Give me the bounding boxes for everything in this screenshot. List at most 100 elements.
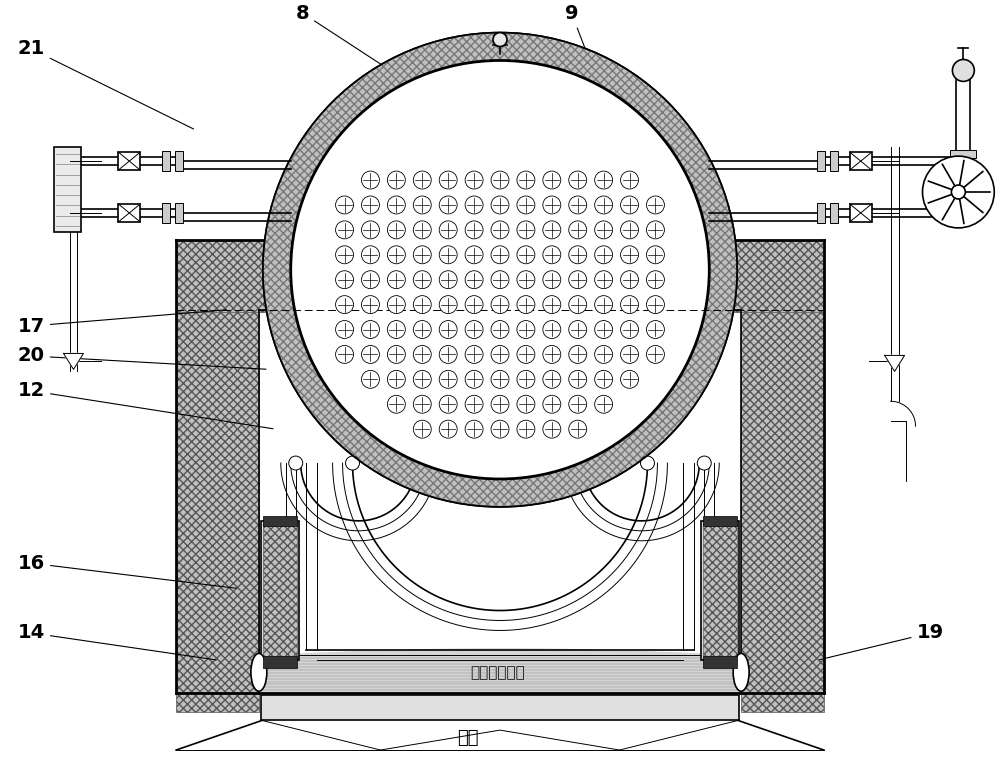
Circle shape bbox=[465, 395, 483, 413]
Circle shape bbox=[413, 345, 431, 364]
Bar bbox=[669, 240, 824, 312]
Circle shape bbox=[336, 221, 354, 239]
Circle shape bbox=[491, 171, 509, 189]
Circle shape bbox=[491, 370, 509, 389]
Circle shape bbox=[439, 320, 457, 339]
Circle shape bbox=[491, 221, 509, 239]
Circle shape bbox=[465, 370, 483, 389]
Text: 19: 19 bbox=[820, 623, 944, 660]
Circle shape bbox=[646, 345, 664, 364]
Circle shape bbox=[465, 345, 483, 364]
Circle shape bbox=[621, 196, 639, 214]
Circle shape bbox=[517, 320, 535, 339]
Text: 14: 14 bbox=[18, 623, 216, 660]
Circle shape bbox=[543, 420, 561, 438]
Circle shape bbox=[387, 395, 405, 413]
Bar bbox=[176, 240, 331, 312]
Text: 16: 16 bbox=[18, 553, 236, 588]
Bar bbox=[850, 204, 872, 222]
Circle shape bbox=[361, 171, 379, 189]
Circle shape bbox=[439, 420, 457, 438]
Circle shape bbox=[517, 196, 535, 214]
Circle shape bbox=[569, 271, 587, 288]
Bar bbox=[950, 150, 976, 158]
Bar bbox=[261, 521, 299, 660]
Circle shape bbox=[517, 420, 535, 438]
Circle shape bbox=[621, 271, 639, 288]
Circle shape bbox=[595, 296, 613, 313]
Bar bbox=[176, 310, 259, 693]
Bar bbox=[176, 692, 259, 712]
Ellipse shape bbox=[733, 653, 749, 691]
Circle shape bbox=[413, 221, 431, 239]
Circle shape bbox=[569, 196, 587, 214]
Circle shape bbox=[543, 345, 561, 364]
Circle shape bbox=[697, 456, 711, 470]
Circle shape bbox=[361, 271, 379, 288]
Circle shape bbox=[413, 296, 431, 313]
Circle shape bbox=[517, 171, 535, 189]
Circle shape bbox=[361, 320, 379, 339]
Circle shape bbox=[413, 320, 431, 339]
Circle shape bbox=[517, 271, 535, 288]
Text: 12: 12 bbox=[18, 381, 273, 429]
Circle shape bbox=[413, 370, 431, 389]
Circle shape bbox=[646, 320, 664, 339]
Circle shape bbox=[336, 271, 354, 288]
Bar bbox=[703, 516, 737, 526]
Circle shape bbox=[491, 420, 509, 438]
Circle shape bbox=[621, 296, 639, 313]
Circle shape bbox=[491, 395, 509, 413]
Circle shape bbox=[465, 196, 483, 214]
Circle shape bbox=[413, 420, 431, 438]
Circle shape bbox=[641, 456, 654, 470]
Circle shape bbox=[465, 221, 483, 239]
Circle shape bbox=[413, 196, 431, 214]
Circle shape bbox=[439, 221, 457, 239]
Circle shape bbox=[646, 271, 664, 288]
Circle shape bbox=[543, 320, 561, 339]
Circle shape bbox=[569, 345, 587, 364]
Circle shape bbox=[291, 61, 709, 479]
Circle shape bbox=[387, 296, 405, 313]
Circle shape bbox=[361, 296, 379, 313]
Circle shape bbox=[336, 296, 354, 313]
Bar bbox=[263, 523, 297, 658]
Bar bbox=[175, 151, 183, 171]
Circle shape bbox=[387, 171, 405, 189]
Circle shape bbox=[569, 296, 587, 313]
Circle shape bbox=[493, 33, 507, 46]
Bar bbox=[741, 310, 824, 693]
Circle shape bbox=[569, 420, 587, 438]
Circle shape bbox=[923, 156, 994, 228]
Circle shape bbox=[595, 320, 613, 339]
Circle shape bbox=[595, 171, 613, 189]
Circle shape bbox=[491, 320, 509, 339]
Circle shape bbox=[361, 370, 379, 389]
Bar bbox=[175, 203, 183, 223]
Circle shape bbox=[621, 370, 639, 389]
Circle shape bbox=[646, 221, 664, 239]
Circle shape bbox=[569, 246, 587, 264]
Circle shape bbox=[952, 59, 974, 81]
Circle shape bbox=[517, 395, 535, 413]
Circle shape bbox=[387, 221, 405, 239]
Polygon shape bbox=[885, 355, 905, 371]
Bar bbox=[118, 204, 140, 222]
Circle shape bbox=[517, 246, 535, 264]
Circle shape bbox=[595, 271, 613, 288]
Bar bbox=[703, 657, 737, 669]
Circle shape bbox=[646, 196, 664, 214]
Bar bbox=[830, 151, 838, 171]
Circle shape bbox=[543, 171, 561, 189]
Circle shape bbox=[413, 171, 431, 189]
Circle shape bbox=[491, 271, 509, 288]
Circle shape bbox=[491, 345, 509, 364]
Circle shape bbox=[569, 395, 587, 413]
Circle shape bbox=[517, 296, 535, 313]
Bar bbox=[118, 152, 140, 170]
Circle shape bbox=[517, 345, 535, 364]
Circle shape bbox=[569, 171, 587, 189]
Circle shape bbox=[387, 246, 405, 264]
Circle shape bbox=[646, 296, 664, 313]
